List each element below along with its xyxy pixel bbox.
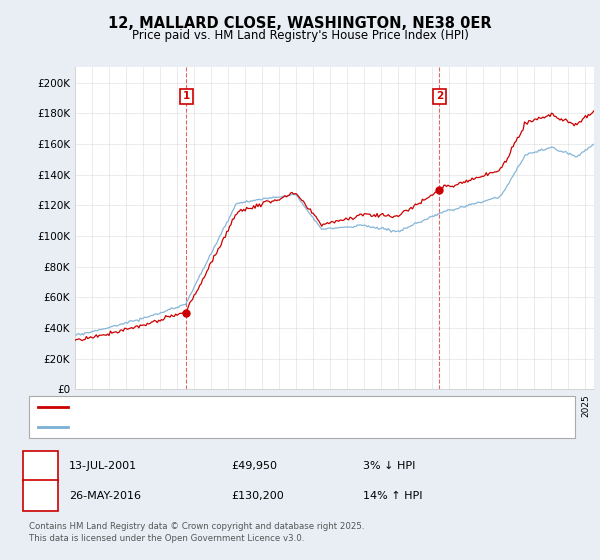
Text: 1: 1 [36, 459, 44, 473]
Text: £49,950: £49,950 [231, 461, 277, 471]
Text: 14% ↑ HPI: 14% ↑ HPI [363, 491, 422, 501]
Text: 12, MALLARD CLOSE, WASHINGTON, NE38 0ER: 12, MALLARD CLOSE, WASHINGTON, NE38 0ER [108, 16, 492, 31]
Text: Price paid vs. HM Land Registry's House Price Index (HPI): Price paid vs. HM Land Registry's House … [131, 29, 469, 42]
Text: 2: 2 [436, 91, 443, 101]
Text: 1: 1 [182, 91, 190, 101]
Text: Contains HM Land Registry data © Crown copyright and database right 2025.
This d: Contains HM Land Registry data © Crown c… [29, 522, 364, 543]
Text: 13-JUL-2001: 13-JUL-2001 [69, 461, 137, 471]
Text: HPI: Average price, semi-detached house, Sunderland: HPI: Average price, semi-detached house,… [74, 422, 343, 432]
Text: 12, MALLARD CLOSE, WASHINGTON, NE38 0ER (semi-detached house): 12, MALLARD CLOSE, WASHINGTON, NE38 0ER … [74, 402, 425, 412]
Text: £130,200: £130,200 [231, 491, 284, 501]
Text: 26-MAY-2016: 26-MAY-2016 [69, 491, 141, 501]
Text: 3% ↓ HPI: 3% ↓ HPI [363, 461, 415, 471]
Text: 2: 2 [36, 489, 44, 502]
